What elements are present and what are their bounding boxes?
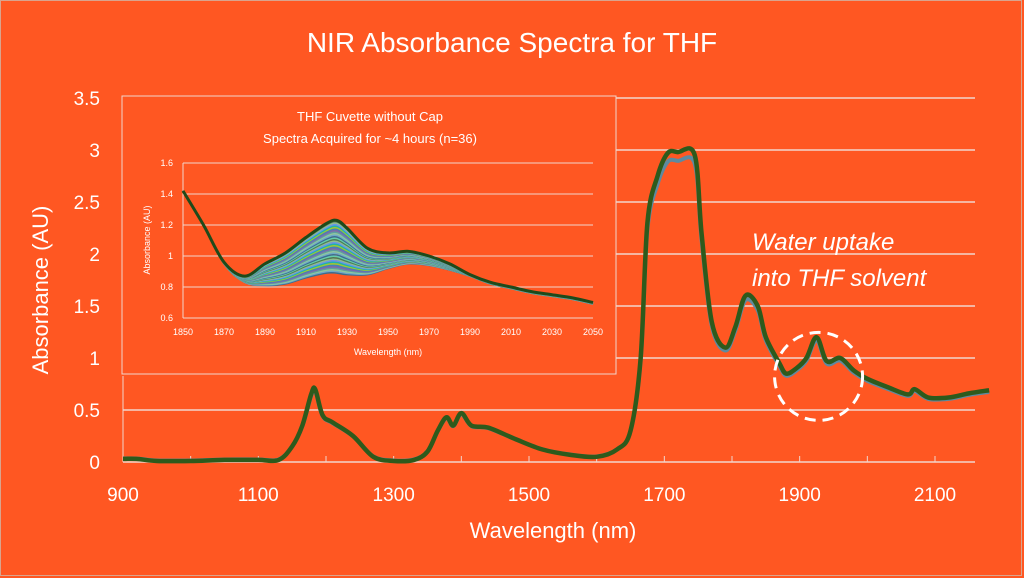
inset-x-tick-labels: 1850 1870 1890 1910 1930 1950 1970 1990 2010 2030… xyxy=(173,327,603,337)
main-x-tick-label: 1300 xyxy=(373,485,415,506)
inset-y-tick-label: 1.6 xyxy=(160,158,173,168)
main-x-tick-label: 1700 xyxy=(643,485,685,506)
inset-y-tick-label: 0.8 xyxy=(160,282,173,292)
annotation-line-1: Water uptake xyxy=(752,229,894,256)
inset-y-tick-label: 0.6 xyxy=(160,313,173,323)
inset-x-tick-label: 1850 xyxy=(173,327,193,337)
inset-title: THF Cuvette without Cap xyxy=(297,109,443,124)
main-x-axis-label: Wavelength (nm) xyxy=(470,518,637,543)
main-y-tick-label: 2.5 xyxy=(74,193,100,214)
inset-y-tick-label: 1.2 xyxy=(160,220,173,230)
inset-x-tick-label: 2050 xyxy=(583,327,603,337)
main-x-tick-label: 1500 xyxy=(508,485,550,506)
inset-y-tick-label: 1 xyxy=(168,251,173,261)
main-y-tick-label: 1.5 xyxy=(74,297,100,318)
inset-gridlines xyxy=(182,162,593,319)
main-x-tick-label: 1900 xyxy=(779,485,821,506)
main-x-tick-labels: 900 1100 1300 1500 1700 1900 2100 xyxy=(107,485,956,506)
inset-x-axis-label: Wavelength (nm) xyxy=(354,347,422,357)
inset-x-tick-label: 1870 xyxy=(214,327,234,337)
annotation-circle xyxy=(773,330,865,422)
main-x-tick-label: 2100 xyxy=(914,485,956,506)
inset-x-tick-label: 2010 xyxy=(501,327,521,337)
chart-title: NIR Absorbance Spectra for THF xyxy=(307,27,717,58)
inset-x-tick-label: 1930 xyxy=(337,327,357,337)
main-y-axis-label: Absorbance (AU) xyxy=(28,206,53,375)
inset-x-tick-label: 2030 xyxy=(542,327,562,337)
main-series xyxy=(122,146,990,464)
inset-y-tick-label: 1.4 xyxy=(160,189,173,199)
inset-series xyxy=(181,190,594,305)
main-y-tick-label: 1 xyxy=(89,349,100,370)
main-y-tick-label: 3 xyxy=(89,141,100,162)
inset-y-axis-label: Absorbance (AU) xyxy=(142,205,152,274)
main-x-tick-label: 900 xyxy=(107,485,139,506)
inset-x-tick-label: 1890 xyxy=(255,327,275,337)
main-y-tick-labels: 0 0.5 1 1.5 2 2.5 3 3.5 xyxy=(74,89,100,474)
inset-series-line xyxy=(181,190,594,304)
inset-subtitle: Spectra Acquired for ~4 hours (n=36) xyxy=(263,131,477,146)
main-series-line xyxy=(122,146,990,464)
inset-y-tick-labels: 0.6 0.8 1 1.2 1.4 1.6 xyxy=(160,158,173,323)
main-y-tick-label: 0.5 xyxy=(74,401,100,422)
main-x-tick-label: 1100 xyxy=(238,485,279,506)
inset-chart-frame xyxy=(121,95,617,375)
inset-x-tick-label: 1950 xyxy=(378,327,398,337)
main-y-tick-label: 2 xyxy=(89,245,100,266)
inset-x-tick-label: 1910 xyxy=(296,327,316,337)
annotation-line-2: into THF solvent xyxy=(752,265,928,292)
main-y-tick-label: 0 xyxy=(89,453,100,474)
inset-x-tick-label: 1990 xyxy=(460,327,480,337)
main-y-tick-label: 3.5 xyxy=(74,89,100,110)
inset-x-tick-label: 1970 xyxy=(419,327,439,337)
